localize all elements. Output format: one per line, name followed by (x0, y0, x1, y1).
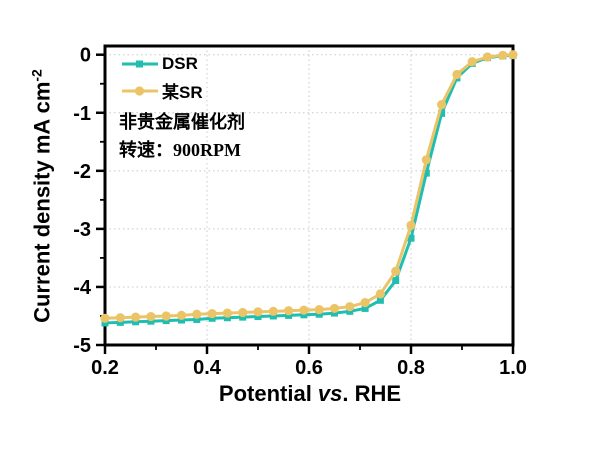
series-1-marker (391, 266, 401, 276)
annotation-block: 非贵金属催化剂 转速：900RPM (119, 108, 245, 164)
legend-swatch-circle-marker-icon (122, 85, 158, 96)
series-1-marker (253, 307, 263, 317)
series-0-marker (208, 314, 216, 322)
series-1-marker (482, 52, 493, 62)
x-tick-label: 1.0 (499, 357, 527, 379)
series-1-marker (452, 69, 462, 80)
series-1-marker (498, 50, 508, 60)
series-1-marker (115, 313, 125, 323)
x-tick-label: 0.8 (397, 357, 425, 379)
series-0-marker (361, 304, 369, 312)
series-1-marker (131, 312, 141, 322)
series-0-marker (269, 312, 277, 320)
series-0-marker (346, 307, 354, 315)
series-0-marker (193, 315, 201, 323)
series-0-marker (407, 234, 415, 242)
series-1-marker (375, 289, 385, 299)
series-1-marker (437, 100, 447, 110)
series-0-marker (147, 317, 155, 325)
legend: DSR 某SR (120, 50, 203, 104)
y-axis-title-text: Current density mA cm (29, 81, 55, 323)
series-0-marker (223, 314, 231, 322)
series-1-marker (467, 57, 477, 67)
series-0-marker (239, 313, 247, 321)
series-1-marker (192, 309, 202, 319)
y-tick-label: 0 (80, 45, 91, 67)
y-tick-label: -2 (73, 161, 91, 183)
series-1-marker (161, 311, 171, 321)
series-0-marker (285, 311, 293, 319)
series-1-marker (329, 303, 340, 314)
x-tick-label: 0.2 (91, 357, 119, 379)
series-1-marker (299, 305, 309, 315)
series-0-marker (132, 318, 140, 326)
series-0-marker (376, 296, 384, 304)
series-1-marker (268, 306, 278, 316)
series-0-marker (315, 310, 323, 318)
y-tick-label: -3 (73, 219, 91, 241)
series-0-marker (300, 311, 308, 319)
series-1-marker (176, 310, 187, 320)
legend-label-dsr: DSR (162, 53, 198, 73)
x-axis-title-suffix: . RHE (342, 381, 402, 406)
x-tick-label: 0.4 (193, 357, 222, 379)
legend-item-dsr: DSR (120, 50, 203, 77)
series-1-marker (345, 302, 355, 312)
series-0-marker (392, 277, 400, 285)
series-1-marker (222, 308, 232, 318)
legend-item-mousr: 某SR (120, 77, 203, 104)
series-0-marker (101, 319, 109, 327)
x-axis-title-vs: vs (317, 381, 343, 406)
series-0-marker (438, 109, 446, 117)
series-line-0 (103, 53, 515, 325)
series-line-1 (103, 53, 515, 320)
y-axis-title: Current density mA cm-2 (28, 69, 55, 323)
legend-marker-circle (134, 85, 145, 96)
series-0-marker (116, 318, 124, 326)
series-1-marker (314, 304, 324, 315)
series-0-marker (178, 316, 185, 324)
series-1-marker (146, 311, 156, 322)
legend-swatch-square-marker-icon (122, 60, 158, 67)
series-0-marker (331, 309, 338, 317)
annotation-catalyst: 非贵金属催化剂 (119, 112, 245, 132)
x-axis-title: Potential vs. RHE (219, 381, 401, 407)
series-1-marker (284, 306, 294, 316)
legend-label-mousr: 某SR (162, 83, 203, 102)
series-1-marker (406, 220, 416, 230)
y-tick-label: -4 (73, 277, 92, 299)
y-tick-label: -1 (73, 103, 91, 125)
series-1-marker (100, 313, 110, 323)
series-1-marker (508, 50, 518, 60)
series-1-marker (421, 155, 431, 165)
series-0-marker (254, 313, 262, 321)
y-tick-label: -5 (73, 335, 91, 357)
annotation-rotation-speed: 转速：900RPM (119, 140, 241, 160)
x-axis-title-prefix: Potential (218, 381, 318, 406)
y-axis-title-superscript: -2 (28, 69, 45, 82)
series-1-marker (238, 307, 248, 318)
x-tick-label: 0.6 (295, 357, 323, 379)
series-1-marker (360, 298, 370, 308)
series-0-marker (162, 317, 170, 325)
series-1-marker (207, 309, 217, 319)
series-0-marker (422, 169, 430, 177)
legend-marker-square (136, 60, 143, 67)
